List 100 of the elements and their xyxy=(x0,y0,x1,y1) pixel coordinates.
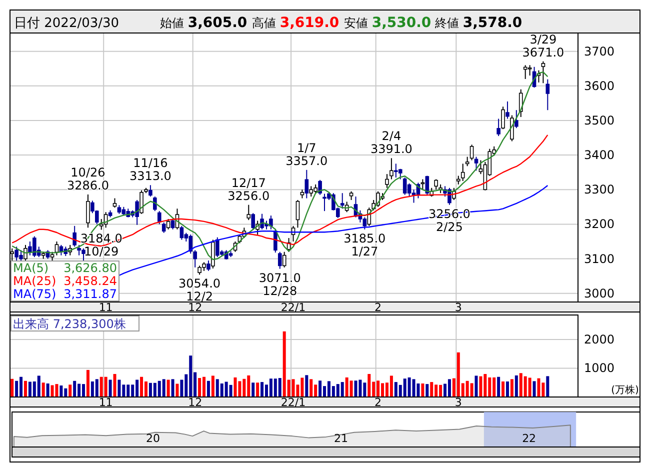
candlestick xyxy=(206,260,210,272)
y-tick-label: 3100 xyxy=(584,252,615,266)
text: 安値 3,530.0 xyxy=(344,15,432,31)
candlestick xyxy=(251,212,255,230)
bar xyxy=(426,384,429,397)
y-tick-label: 3600 xyxy=(584,78,615,93)
text: 高値 3,619.0 xyxy=(252,15,340,31)
bar xyxy=(104,376,108,397)
bar xyxy=(252,382,255,397)
text: 始値 3,605.0 xyxy=(160,15,248,31)
bar xyxy=(171,379,174,397)
candlestick xyxy=(304,169,309,199)
candlestick xyxy=(514,110,518,129)
bar xyxy=(50,385,54,397)
bar xyxy=(166,380,170,397)
bar xyxy=(108,380,112,397)
x-tick-label: 22/1 xyxy=(280,396,306,409)
candlestick xyxy=(434,178,438,190)
x-tick-label: 22/1 xyxy=(280,301,306,314)
x-tick-label: 2 xyxy=(374,396,382,409)
bar xyxy=(354,380,358,397)
candlestick xyxy=(140,190,144,214)
annotation: 12/17 3256.0 xyxy=(228,176,270,203)
bar xyxy=(260,382,264,397)
chart-title: 日付 2022/03/30 xyxy=(14,16,120,31)
candlestick xyxy=(470,144,474,161)
bar xyxy=(416,383,420,397)
bar xyxy=(113,374,116,397)
bar xyxy=(206,380,210,397)
bar xyxy=(176,384,179,397)
bar xyxy=(118,380,121,397)
bar xyxy=(24,380,27,397)
bar xyxy=(198,378,202,397)
candlestick xyxy=(170,218,175,230)
annotation: 3/29 3671.0 xyxy=(522,32,564,60)
candlestick xyxy=(407,182,412,198)
candlestick xyxy=(506,100,510,120)
candlestick xyxy=(309,186,314,198)
annotation: 3,311.87 xyxy=(64,287,117,301)
bar xyxy=(37,376,40,397)
bar xyxy=(340,382,344,397)
bar xyxy=(229,384,232,397)
annotation: 2/4 3391.0 xyxy=(370,129,412,156)
x-tick-label: 20 xyxy=(146,432,160,445)
candlestick xyxy=(546,78,550,111)
candlestick xyxy=(282,251,286,268)
x-tick-label: 22 xyxy=(522,432,536,445)
bar xyxy=(412,379,416,397)
bar xyxy=(140,376,144,397)
candlestick xyxy=(541,60,546,84)
candlestick xyxy=(246,204,251,221)
candlestick xyxy=(385,174,389,188)
x-tick-label: 12 xyxy=(188,396,202,409)
x-tick-label: 21 xyxy=(334,432,348,445)
candlestick xyxy=(340,192,344,210)
bar xyxy=(497,376,500,397)
bar xyxy=(470,383,474,397)
bar xyxy=(448,379,451,397)
candlestick xyxy=(211,239,215,269)
bar xyxy=(390,376,393,397)
bar xyxy=(162,379,166,397)
candlestick xyxy=(402,177,407,196)
line-series xyxy=(12,71,548,260)
candlestick xyxy=(162,222,166,234)
bar xyxy=(537,378,540,397)
candlestick xyxy=(528,64,532,76)
candlestick xyxy=(180,225,184,240)
bar xyxy=(15,380,18,397)
candlestick xyxy=(390,158,394,180)
bar xyxy=(532,381,536,397)
annotation: 3071.0 12/28 xyxy=(258,270,301,298)
y-tick-label: 3500 xyxy=(584,113,615,128)
x-tick-label: 3 xyxy=(454,301,462,314)
bar xyxy=(474,376,478,397)
candlestick xyxy=(86,194,90,228)
candlestick xyxy=(362,216,367,230)
candlestick xyxy=(148,184,152,198)
x-tick-label: 3 xyxy=(454,396,462,409)
series-label: MA(5) xyxy=(13,261,49,275)
bar xyxy=(350,380,353,397)
bar xyxy=(10,378,14,397)
bar xyxy=(95,379,98,397)
text: MA(75) xyxy=(13,287,56,301)
candlestick xyxy=(296,200,300,228)
bar xyxy=(86,370,90,397)
candlestick xyxy=(518,88,523,118)
candlestick xyxy=(465,156,470,167)
bar xyxy=(234,377,237,397)
y-tick-label: 3700 xyxy=(584,44,615,58)
candlestick xyxy=(474,156,478,172)
candlestick xyxy=(157,210,162,225)
bar xyxy=(60,385,63,397)
y-tick-label: 2000 xyxy=(584,332,615,346)
bar xyxy=(256,382,260,397)
candlestick xyxy=(501,106,505,130)
bar xyxy=(510,379,514,397)
text: 終値 3,578.0 xyxy=(434,15,522,31)
bar xyxy=(73,380,76,397)
bar xyxy=(292,379,295,397)
y-axis-title: (万株) xyxy=(611,384,639,396)
